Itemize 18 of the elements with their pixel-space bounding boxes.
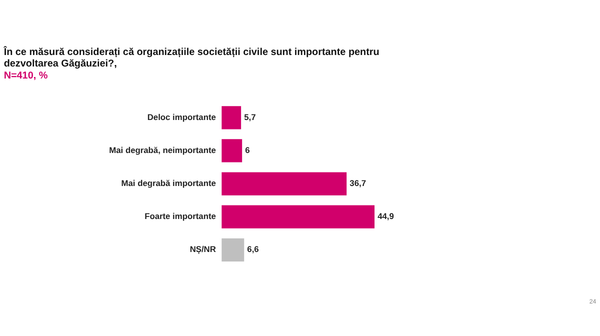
bar	[222, 172, 347, 196]
y-tick-label: Mai degrabă, neimportante	[109, 145, 216, 156]
bar	[222, 139, 242, 162]
y-tick-label: Foarte importante	[144, 211, 216, 222]
text: dezvoltarea Găgăuziei?,	[4, 58, 117, 70]
text: În ce măsură considerați că organizațiile societății civile sunt importante pentru	[4, 47, 380, 58]
data-label: 44,9	[378, 211, 394, 222]
data-label: 6,6	[247, 244, 260, 254]
bar	[222, 238, 244, 262]
y-tick-label: Deloc importante	[147, 112, 216, 122]
y-tick-label: NȘ/NR	[190, 244, 216, 254]
data-label: 36,7	[350, 178, 366, 188]
bar	[222, 205, 375, 228]
data-label: 6	[245, 145, 250, 156]
bar	[222, 106, 242, 130]
text: N=410, %	[4, 70, 48, 82]
data-label: 5,7	[244, 112, 256, 122]
y-tick-label: Mai degrabă importante	[121, 178, 216, 188]
